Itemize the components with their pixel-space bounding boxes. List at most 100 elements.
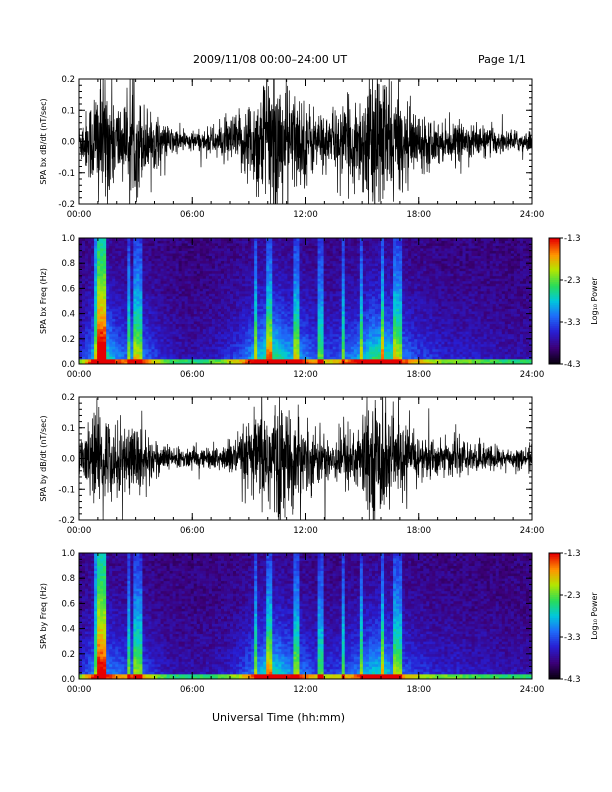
heat-cell (148, 293, 152, 297)
heat-cell (272, 275, 276, 279)
heat-cell (172, 288, 177, 292)
heat-cell (121, 238, 125, 241)
heat-cell (311, 243, 315, 246)
heat-cell (296, 263, 300, 267)
heat-cell (275, 265, 279, 269)
heat-cell (133, 285, 137, 289)
heat-cell (365, 336, 370, 340)
heat-cell (214, 263, 219, 267)
heat-cell (175, 341, 180, 345)
heat-cell (260, 245, 264, 249)
heat-cell (323, 283, 328, 287)
heat-cell (163, 253, 167, 257)
heat-cell (157, 283, 161, 287)
heat-cell (296, 293, 300, 297)
heat-cell (106, 331, 110, 335)
heat-cell (356, 328, 361, 332)
heat-cell (287, 348, 291, 352)
heat-cell (362, 343, 367, 347)
heat-cell (281, 240, 285, 244)
heat-cell (172, 338, 177, 342)
heat-cell (145, 270, 149, 274)
heat-cell (344, 346, 349, 350)
heat-cell (287, 306, 291, 309)
heat-cell (290, 353, 294, 357)
heat-cell (344, 341, 349, 345)
heat-cell (359, 356, 364, 360)
heat-cell (142, 301, 146, 304)
heat-cell (106, 260, 110, 264)
heat-cell (133, 348, 137, 352)
heat-cell (202, 343, 207, 347)
heat-cell (157, 253, 161, 257)
heat-cell (97, 298, 101, 302)
heat-cell (341, 240, 346, 244)
heat-cell (217, 268, 222, 272)
heat-cell (335, 243, 340, 246)
heat-cell (350, 321, 355, 325)
heat-cell (329, 333, 334, 337)
heat-cell (296, 255, 300, 259)
heat-cell (263, 343, 267, 347)
heat-cell (251, 270, 255, 274)
heat-cell (362, 278, 367, 282)
heat-cell (257, 321, 261, 325)
heat-cell (205, 275, 210, 279)
heat-cell (151, 288, 155, 292)
heat-cell (251, 323, 255, 327)
heat-cell (275, 313, 279, 317)
heat-cell (130, 343, 134, 347)
heat-cell (112, 258, 116, 262)
heat-cell (323, 278, 328, 282)
heat-cell (133, 273, 137, 277)
heat-cell (130, 283, 134, 287)
heat-cell (175, 346, 180, 350)
heat-cell (308, 295, 312, 299)
heat-cell (296, 338, 300, 342)
heat-cell (311, 248, 315, 251)
heat-cell (112, 290, 116, 294)
heat-cell (208, 321, 213, 325)
heat-cell (272, 240, 276, 244)
heat-cell (365, 250, 370, 254)
heat-cell (130, 318, 134, 322)
heat-cell (353, 341, 358, 345)
heat-cell (287, 321, 291, 325)
heat-cell (202, 311, 207, 314)
heat-cell (308, 245, 312, 249)
heat-cell (284, 358, 288, 362)
heat-cell (124, 346, 128, 350)
heat-cell (139, 356, 143, 360)
heat-cell (220, 268, 225, 272)
heat-cell (344, 356, 349, 360)
heat-cell (308, 238, 312, 241)
heat-cell (302, 243, 306, 246)
heat-cell (118, 328, 122, 332)
heat-cell (136, 353, 140, 357)
heat-cell (181, 255, 186, 259)
heat-cell (223, 301, 228, 304)
heat-cell (160, 238, 164, 241)
heat-cell (290, 326, 294, 330)
heat-cell (202, 331, 207, 335)
heat-cell (148, 258, 152, 262)
heat-cell (302, 313, 306, 317)
heat-cell (142, 248, 146, 251)
heat-cell (254, 248, 258, 251)
heat-cell (112, 356, 116, 360)
heat-cell (226, 328, 231, 332)
heat-cell (211, 303, 216, 307)
heat-cell (269, 341, 273, 345)
heat-cell (281, 245, 285, 249)
heat-cell (196, 341, 201, 345)
heat-cell (175, 270, 180, 274)
heat-cell (220, 308, 225, 312)
heat-cell (368, 285, 373, 289)
heat-cell (323, 353, 328, 357)
heat-cell (154, 238, 158, 241)
heat-cell (85, 346, 89, 350)
heat-cell (257, 348, 261, 352)
heat-cell (133, 331, 137, 335)
heat-cell (338, 255, 343, 259)
heat-cell (130, 306, 134, 309)
